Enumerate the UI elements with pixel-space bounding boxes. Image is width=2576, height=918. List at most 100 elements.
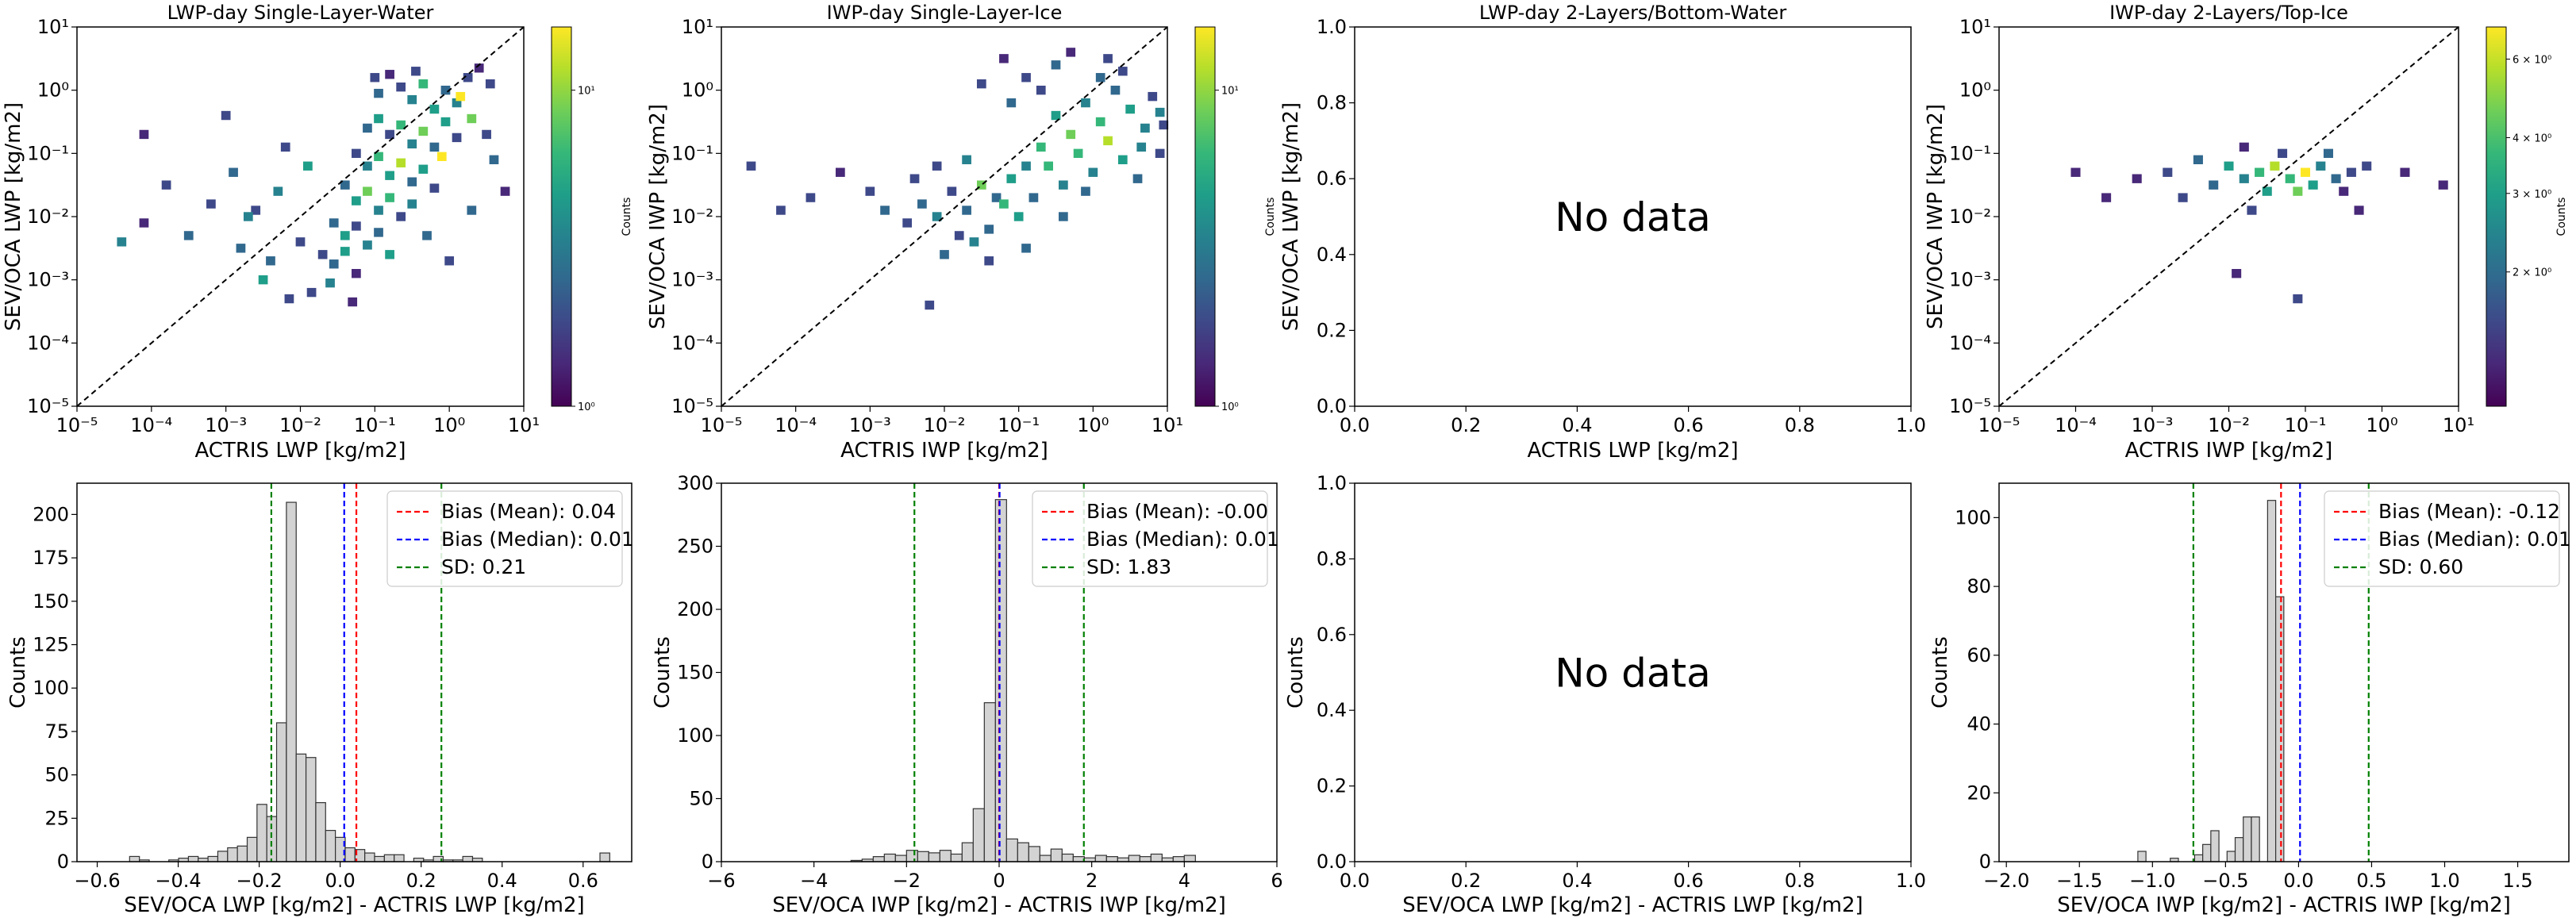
chart-title: LWP-day Single-Layer-Water: [167, 2, 434, 24]
heatmap-cell: [976, 180, 986, 190]
heatmap-cell: [243, 212, 253, 221]
heatmap-cell: [385, 171, 394, 180]
y-axis-label: SEV/OCA LWP [kg/m2]: [2, 102, 25, 331]
heatmap-cell: [805, 193, 816, 202]
heatmap-cell: [329, 218, 339, 228]
histogram-bar: [394, 854, 405, 862]
heatmap-cell: [407, 94, 417, 105]
y-tick-label: 125: [33, 633, 69, 655]
colorbar-label: Counts: [2555, 198, 2568, 236]
histogram-bar: [246, 836, 258, 862]
heatmap-cell: [407, 177, 417, 186]
heatmap-cell: [1140, 123, 1150, 133]
x-tick-label: 0.2: [406, 870, 436, 892]
heatmap-cell: [1117, 155, 1128, 164]
heatmap-cell: [2247, 205, 2257, 215]
y-tick-label: 10¹: [1959, 16, 1991, 38]
heatmap-cell: [2270, 161, 2280, 171]
y-tick-label: 10⁻⁵: [27, 395, 69, 417]
no-data-text: No data: [1555, 651, 1711, 697]
y-tick-label: 0.8: [1317, 92, 1347, 114]
heatmap-cell: [1021, 73, 1031, 83]
heatmap-cell: [1021, 244, 1031, 253]
heatmap-cell: [991, 193, 1002, 202]
heatmap-cell: [1059, 212, 1068, 221]
legend-sd-label: SD: 0.60: [2378, 555, 2463, 578]
heatmap-cell: [229, 167, 238, 177]
colorbar-label: Counts: [621, 198, 633, 236]
histogram-bar: [2193, 854, 2204, 862]
y-tick-label: 10⁻⁴: [1949, 332, 1991, 354]
colorbar-tick-label: 6 × 10⁰: [2513, 54, 2551, 66]
heatmap-cell: [976, 79, 986, 89]
y-axis-label: Counts: [6, 636, 30, 709]
x-tick-label: 0.2: [1451, 414, 1481, 436]
y-tick-label: 50: [689, 788, 713, 810]
y-tick-label: 1.0: [1317, 16, 1347, 38]
heatmap-cell: [932, 212, 942, 221]
heatmap-cell: [374, 152, 383, 162]
heatmap-cell: [2239, 174, 2249, 183]
heatmap-cell: [418, 79, 429, 89]
heatmap-cell: [865, 186, 875, 196]
heatmap-cell: [352, 196, 361, 205]
histogram-bar: [883, 853, 896, 862]
y-tick-label: 25: [44, 807, 69, 829]
colorbar-label: Counts: [1264, 198, 1277, 236]
heatmap-cell: [385, 70, 394, 79]
heatmap-cell: [2163, 167, 2173, 177]
x-tick-label: 0.6: [568, 870, 598, 892]
heatmap-cell: [1081, 186, 1090, 196]
y-tick-label: 10⁻²: [671, 205, 713, 228]
legend: Bias (Mean): 0.04 Bias (Median): 0.01 SD: …: [386, 490, 634, 587]
y-tick-label: 175: [33, 547, 69, 569]
heatmap-cell: [284, 294, 294, 304]
x-tick-label: 0.0: [1340, 414, 1370, 436]
heatmap-cell: [1088, 167, 1098, 177]
heatmap-cell: [1148, 91, 1158, 102]
heatmap-cell: [1110, 85, 1121, 95]
x-tick-label: 10¹: [2443, 414, 2474, 436]
heatmap-panel-4: IWP-day 2-Layers/Top-Ice 10⁻⁵10⁻⁵ 10⁻⁴ 10⁻⁴…: [1924, 2, 2568, 463]
chart-title: IWP-day Single-Layer-Ice: [827, 2, 1063, 24]
chart-title: LWP-day 2-Layers/Bottom-Water: [1479, 2, 1787, 24]
y-axis-label: Counts: [1284, 636, 1308, 709]
histogram-bar: [1050, 848, 1063, 862]
heatmap-cell: [352, 148, 361, 159]
colorbar-tick-label: 4 × 10⁰: [2513, 133, 2551, 144]
heatmap-cell: [340, 231, 350, 240]
heatmap-cell: [917, 199, 927, 209]
histogram-panel-2: −6 −4 −2 0 2 4 6 0 50 100 150 200 250 300 SEV/OCA IWP …: [651, 472, 1283, 917]
heatmap-cell: [1006, 174, 1017, 183]
histogram-bar: [2202, 843, 2212, 862]
x-tick-label: −0.6: [74, 870, 120, 892]
heatmap-cell: [954, 231, 964, 240]
heatmap-cell: [2331, 174, 2341, 183]
x-tick-label: 0.0: [2283, 870, 2313, 892]
histogram-bar: [972, 808, 985, 862]
heatmap-cell: [317, 250, 328, 259]
histogram-bar: [983, 702, 996, 862]
x-tick-label: 1.5: [2502, 870, 2532, 892]
histogram-bar: [462, 855, 474, 862]
heatmap-cell: [880, 205, 890, 215]
y-tick-label: 0: [702, 851, 713, 873]
heatmap-cell: [2400, 167, 2410, 177]
y-tick-label: 10⁻¹: [27, 142, 69, 164]
x-tick-label: 10⁻⁵: [701, 414, 743, 436]
histogram-bar: [383, 854, 395, 862]
histogram-bar: [1105, 856, 1118, 862]
histogram-bar: [286, 501, 297, 862]
x-tick-label: −0.2: [236, 870, 282, 892]
legend-box: [1032, 490, 1268, 587]
heatmap-cell: [467, 113, 477, 124]
no-data-text: No data: [1555, 194, 1711, 240]
heatmap-cell: [984, 225, 994, 234]
heatmap-cell: [1103, 54, 1113, 63]
y-tick-label: 200: [677, 598, 713, 620]
x-tick-label: −2: [893, 870, 921, 892]
histogram-bar: [950, 853, 963, 862]
histogram-bar: [374, 855, 385, 862]
heatmap-cell: [2239, 142, 2249, 152]
